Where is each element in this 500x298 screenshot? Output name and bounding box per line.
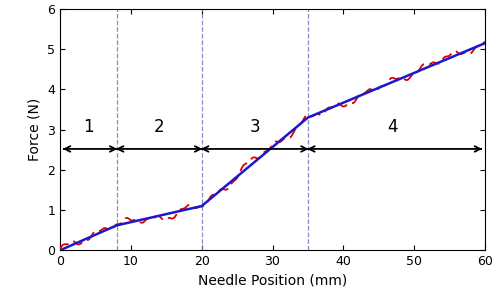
X-axis label: Needle Position (mm): Needle Position (mm) — [198, 274, 347, 288]
Text: 1: 1 — [83, 118, 94, 136]
Text: 2: 2 — [154, 118, 164, 136]
Y-axis label: Force (N): Force (N) — [28, 98, 42, 161]
Text: 3: 3 — [250, 118, 260, 136]
Text: 4: 4 — [388, 118, 398, 136]
